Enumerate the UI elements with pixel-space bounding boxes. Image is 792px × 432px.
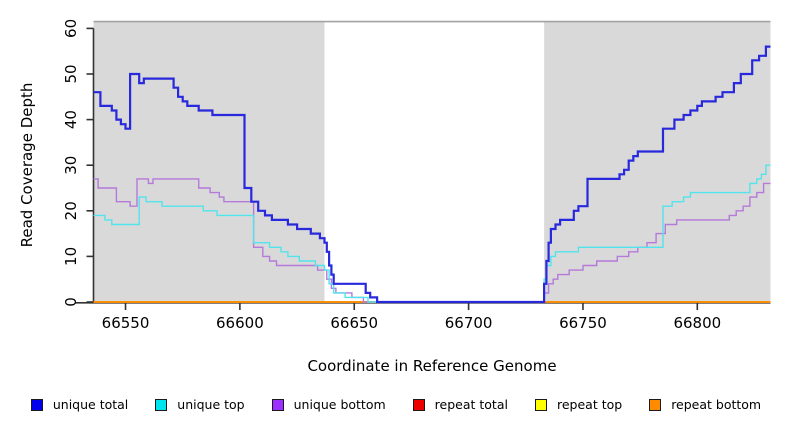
shaded-region-left — [93, 21, 325, 303]
series-unique-top — [93, 164, 771, 303]
legend-swatch-icon — [534, 398, 547, 411]
coverage-plot: 0 10 20 30 40 50 60 66550 66600 66650 66700 66750 66… — [62, 19, 771, 332]
legend-item-unique-top: unique top — [155, 397, 245, 412]
x-tick-label: 66550 — [102, 314, 150, 332]
legend-swatch-icon — [271, 398, 284, 411]
y-tick-label: 50 — [62, 64, 80, 83]
legend-label: unique top — [177, 397, 245, 412]
coverage-gap-region — [324, 22, 545, 302]
x-axis-title: Coordinate in Reference Genome — [307, 357, 557, 375]
x-tick-label: 66700 — [445, 314, 493, 332]
legend-swatch-icon — [649, 398, 662, 411]
legend-label: unique bottom — [293, 397, 386, 412]
y-axis-title: Read Coverage Depth — [18, 82, 36, 248]
x-tick-label: 66750 — [559, 314, 607, 332]
x-tick-label: 66800 — [673, 314, 721, 332]
legend-swatch-icon — [155, 398, 168, 411]
legend-label: repeat bottom — [671, 397, 762, 412]
y-tick-label: 20 — [62, 201, 80, 220]
shaded-region-right — [544, 21, 771, 303]
y-tick-label: 40 — [62, 110, 80, 129]
legend-swatch-icon — [30, 398, 43, 411]
legend-item-repeat-bottom: repeat bottom — [649, 397, 761, 412]
x-tick-label: 66600 — [216, 314, 264, 332]
legend-label: repeat total — [434, 397, 508, 412]
legend-label: repeat top — [556, 397, 623, 412]
y-tick-label: 60 — [62, 19, 80, 38]
legend-item-repeat-total: repeat total — [412, 397, 508, 412]
legend-label: unique total — [52, 397, 129, 412]
series-unique-total — [93, 45, 771, 304]
y-tick-label: 10 — [62, 247, 80, 266]
legend-item-unique-total: unique total — [30, 397, 129, 412]
legend-item-repeat-top: repeat top — [534, 397, 623, 412]
x-tick-label: 66650 — [330, 314, 378, 332]
legend-item-unique-bottom: unique bottom — [271, 397, 386, 412]
legend: unique total unique top unique bottom repea… — [0, 397, 792, 412]
y-tick-label: 30 — [62, 156, 80, 175]
y-tick-label: 0 — [62, 297, 80, 307]
legend-swatch-icon — [412, 398, 425, 411]
